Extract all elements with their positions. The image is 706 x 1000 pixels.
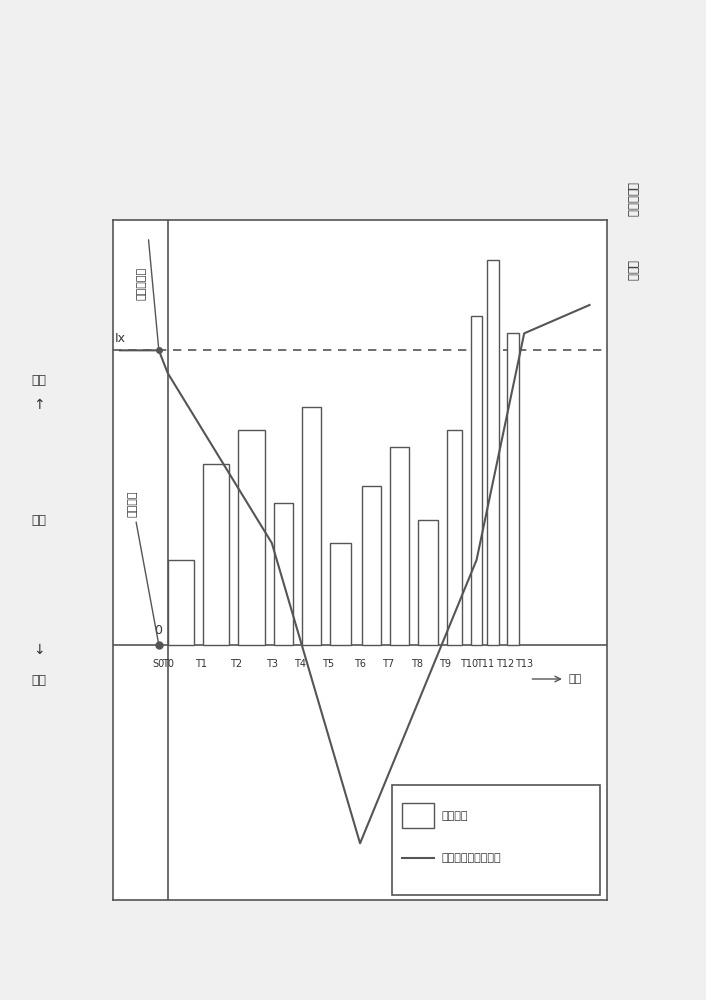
Text: T12: T12 (496, 659, 514, 669)
Bar (168, 560, 194, 645)
Bar (273, 503, 293, 645)
Bar (238, 430, 265, 645)
Text: 电流: 电流 (31, 514, 47, 526)
Text: T0: T0 (162, 659, 174, 669)
Text: S0: S0 (152, 659, 165, 669)
Text: Ix: Ix (115, 332, 126, 345)
Bar (471, 316, 481, 645)
Text: T11: T11 (477, 659, 494, 669)
Bar (330, 543, 351, 645)
Text: T4: T4 (294, 659, 306, 669)
Text: 电流量: 电流量 (626, 259, 638, 280)
Text: 时间: 时间 (568, 674, 582, 684)
Text: 放电: 放电 (31, 674, 47, 686)
Text: T7: T7 (382, 659, 395, 669)
Bar (203, 464, 229, 645)
Bar (418, 520, 438, 645)
Text: T2: T2 (230, 659, 243, 669)
Bar (390, 447, 409, 645)
Text: T1: T1 (196, 659, 207, 669)
Text: 接触器断开: 接触器断开 (136, 267, 146, 300)
Bar (506, 333, 519, 645)
Bar (487, 260, 499, 645)
Text: T10: T10 (460, 659, 479, 669)
Text: T6: T6 (354, 659, 366, 669)
Text: ↑: ↑ (33, 398, 44, 412)
Bar (301, 407, 321, 645)
Text: T5: T5 (322, 659, 335, 669)
Text: ↓: ↓ (33, 643, 44, 657)
Text: ：实际的充电电流量: ：实际的充电电流量 (441, 853, 501, 863)
Text: T13: T13 (515, 659, 533, 669)
Text: 实际的充电: 实际的充电 (626, 182, 638, 218)
Text: ：电流量: ：电流量 (441, 811, 468, 821)
Text: 充电: 充电 (31, 373, 47, 386)
Bar (446, 430, 462, 645)
Text: T9: T9 (439, 659, 450, 669)
Text: 0: 0 (155, 624, 162, 637)
Bar (361, 486, 381, 645)
Text: T3: T3 (266, 659, 277, 669)
Text: T8: T8 (411, 659, 422, 669)
Text: 故障检测: 故障检测 (128, 490, 158, 642)
